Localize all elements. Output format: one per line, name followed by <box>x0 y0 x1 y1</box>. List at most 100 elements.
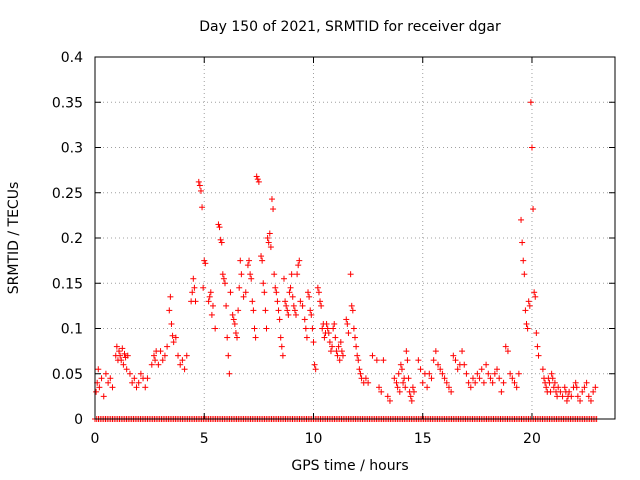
data-point <box>524 325 531 332</box>
data-point <box>249 298 256 305</box>
data-point <box>229 311 236 318</box>
data-point <box>398 366 405 373</box>
data-point <box>271 271 278 278</box>
data-point <box>168 320 175 327</box>
data-point <box>258 253 265 260</box>
data-point <box>267 244 274 251</box>
data-point <box>297 298 304 305</box>
data-point <box>199 204 206 211</box>
data-point <box>520 257 527 264</box>
data-point <box>376 384 383 391</box>
data-point <box>410 388 417 395</box>
data-point <box>424 384 431 391</box>
data-point <box>240 293 247 300</box>
x-tick-label: 10 <box>305 431 323 447</box>
data-point <box>197 187 204 194</box>
data-point <box>555 384 562 391</box>
data-point <box>547 388 554 395</box>
data-point <box>532 293 539 300</box>
data-point <box>262 307 269 314</box>
data-point <box>463 370 470 377</box>
data-point <box>500 379 507 386</box>
data-point <box>244 262 251 269</box>
data-point <box>152 357 159 364</box>
data-point <box>426 370 433 377</box>
data-point <box>232 330 239 337</box>
data-point <box>305 289 312 296</box>
data-point <box>312 366 319 373</box>
data-point <box>202 260 209 267</box>
data-point <box>572 379 579 386</box>
data-point <box>559 393 566 400</box>
data-point <box>407 393 414 400</box>
data-point <box>219 271 226 278</box>
data-point <box>469 375 476 382</box>
data-point <box>378 388 385 395</box>
data-point <box>318 302 325 309</box>
data-point <box>274 298 281 305</box>
y-tick-label: 0.3 <box>61 141 83 157</box>
data-point <box>566 388 573 395</box>
data-point <box>335 343 342 350</box>
data-point <box>334 352 341 359</box>
data-point <box>523 320 530 327</box>
data-point <box>209 302 216 309</box>
data-point <box>498 388 505 395</box>
data-point <box>528 144 535 151</box>
data-point <box>205 298 212 305</box>
data-point <box>326 339 333 346</box>
x-tick-labels: 0 5 10 15 20 <box>91 431 541 447</box>
data-point <box>549 375 556 382</box>
data-point <box>395 370 402 377</box>
data-point <box>323 320 330 327</box>
data-point <box>531 289 538 296</box>
data-point <box>215 221 222 228</box>
data-point <box>296 257 303 264</box>
data-point <box>478 366 485 373</box>
data-point <box>95 366 102 373</box>
data-point <box>164 343 171 350</box>
data-point <box>287 284 294 291</box>
data-point <box>534 343 541 350</box>
data-point <box>329 343 336 350</box>
data-point <box>118 357 125 364</box>
axis-ticks <box>94 56 615 420</box>
data-point <box>443 379 450 386</box>
data-point <box>237 257 244 264</box>
data-point <box>225 352 232 359</box>
data-point <box>563 397 570 404</box>
data-point <box>206 293 213 300</box>
data-point <box>430 357 437 364</box>
x-tick-label: 5 <box>200 431 209 447</box>
data-point <box>201 257 208 264</box>
data-point <box>223 302 230 309</box>
data-point <box>144 375 151 382</box>
data-point <box>183 352 190 359</box>
data-point <box>169 332 176 339</box>
data-point <box>247 271 254 278</box>
data-point <box>251 325 258 332</box>
data-point <box>142 384 149 391</box>
data-point <box>332 334 339 341</box>
data-point <box>306 293 313 300</box>
data-point <box>581 384 588 391</box>
data-point <box>356 366 363 373</box>
data-point <box>123 366 130 373</box>
data-point <box>525 298 532 305</box>
data-point <box>181 366 188 373</box>
data-point <box>577 397 584 404</box>
data-point <box>207 289 214 296</box>
data-point <box>391 375 398 382</box>
data-point <box>100 393 107 400</box>
data-point <box>179 357 186 364</box>
data-point <box>394 384 401 391</box>
data-point <box>284 307 291 314</box>
data-point <box>459 348 466 355</box>
data-point <box>196 182 203 189</box>
data-point <box>349 307 356 314</box>
data-point <box>333 348 340 355</box>
data-point <box>521 271 528 278</box>
data-point <box>404 357 411 364</box>
data-point <box>285 311 292 318</box>
data-point <box>485 370 492 377</box>
